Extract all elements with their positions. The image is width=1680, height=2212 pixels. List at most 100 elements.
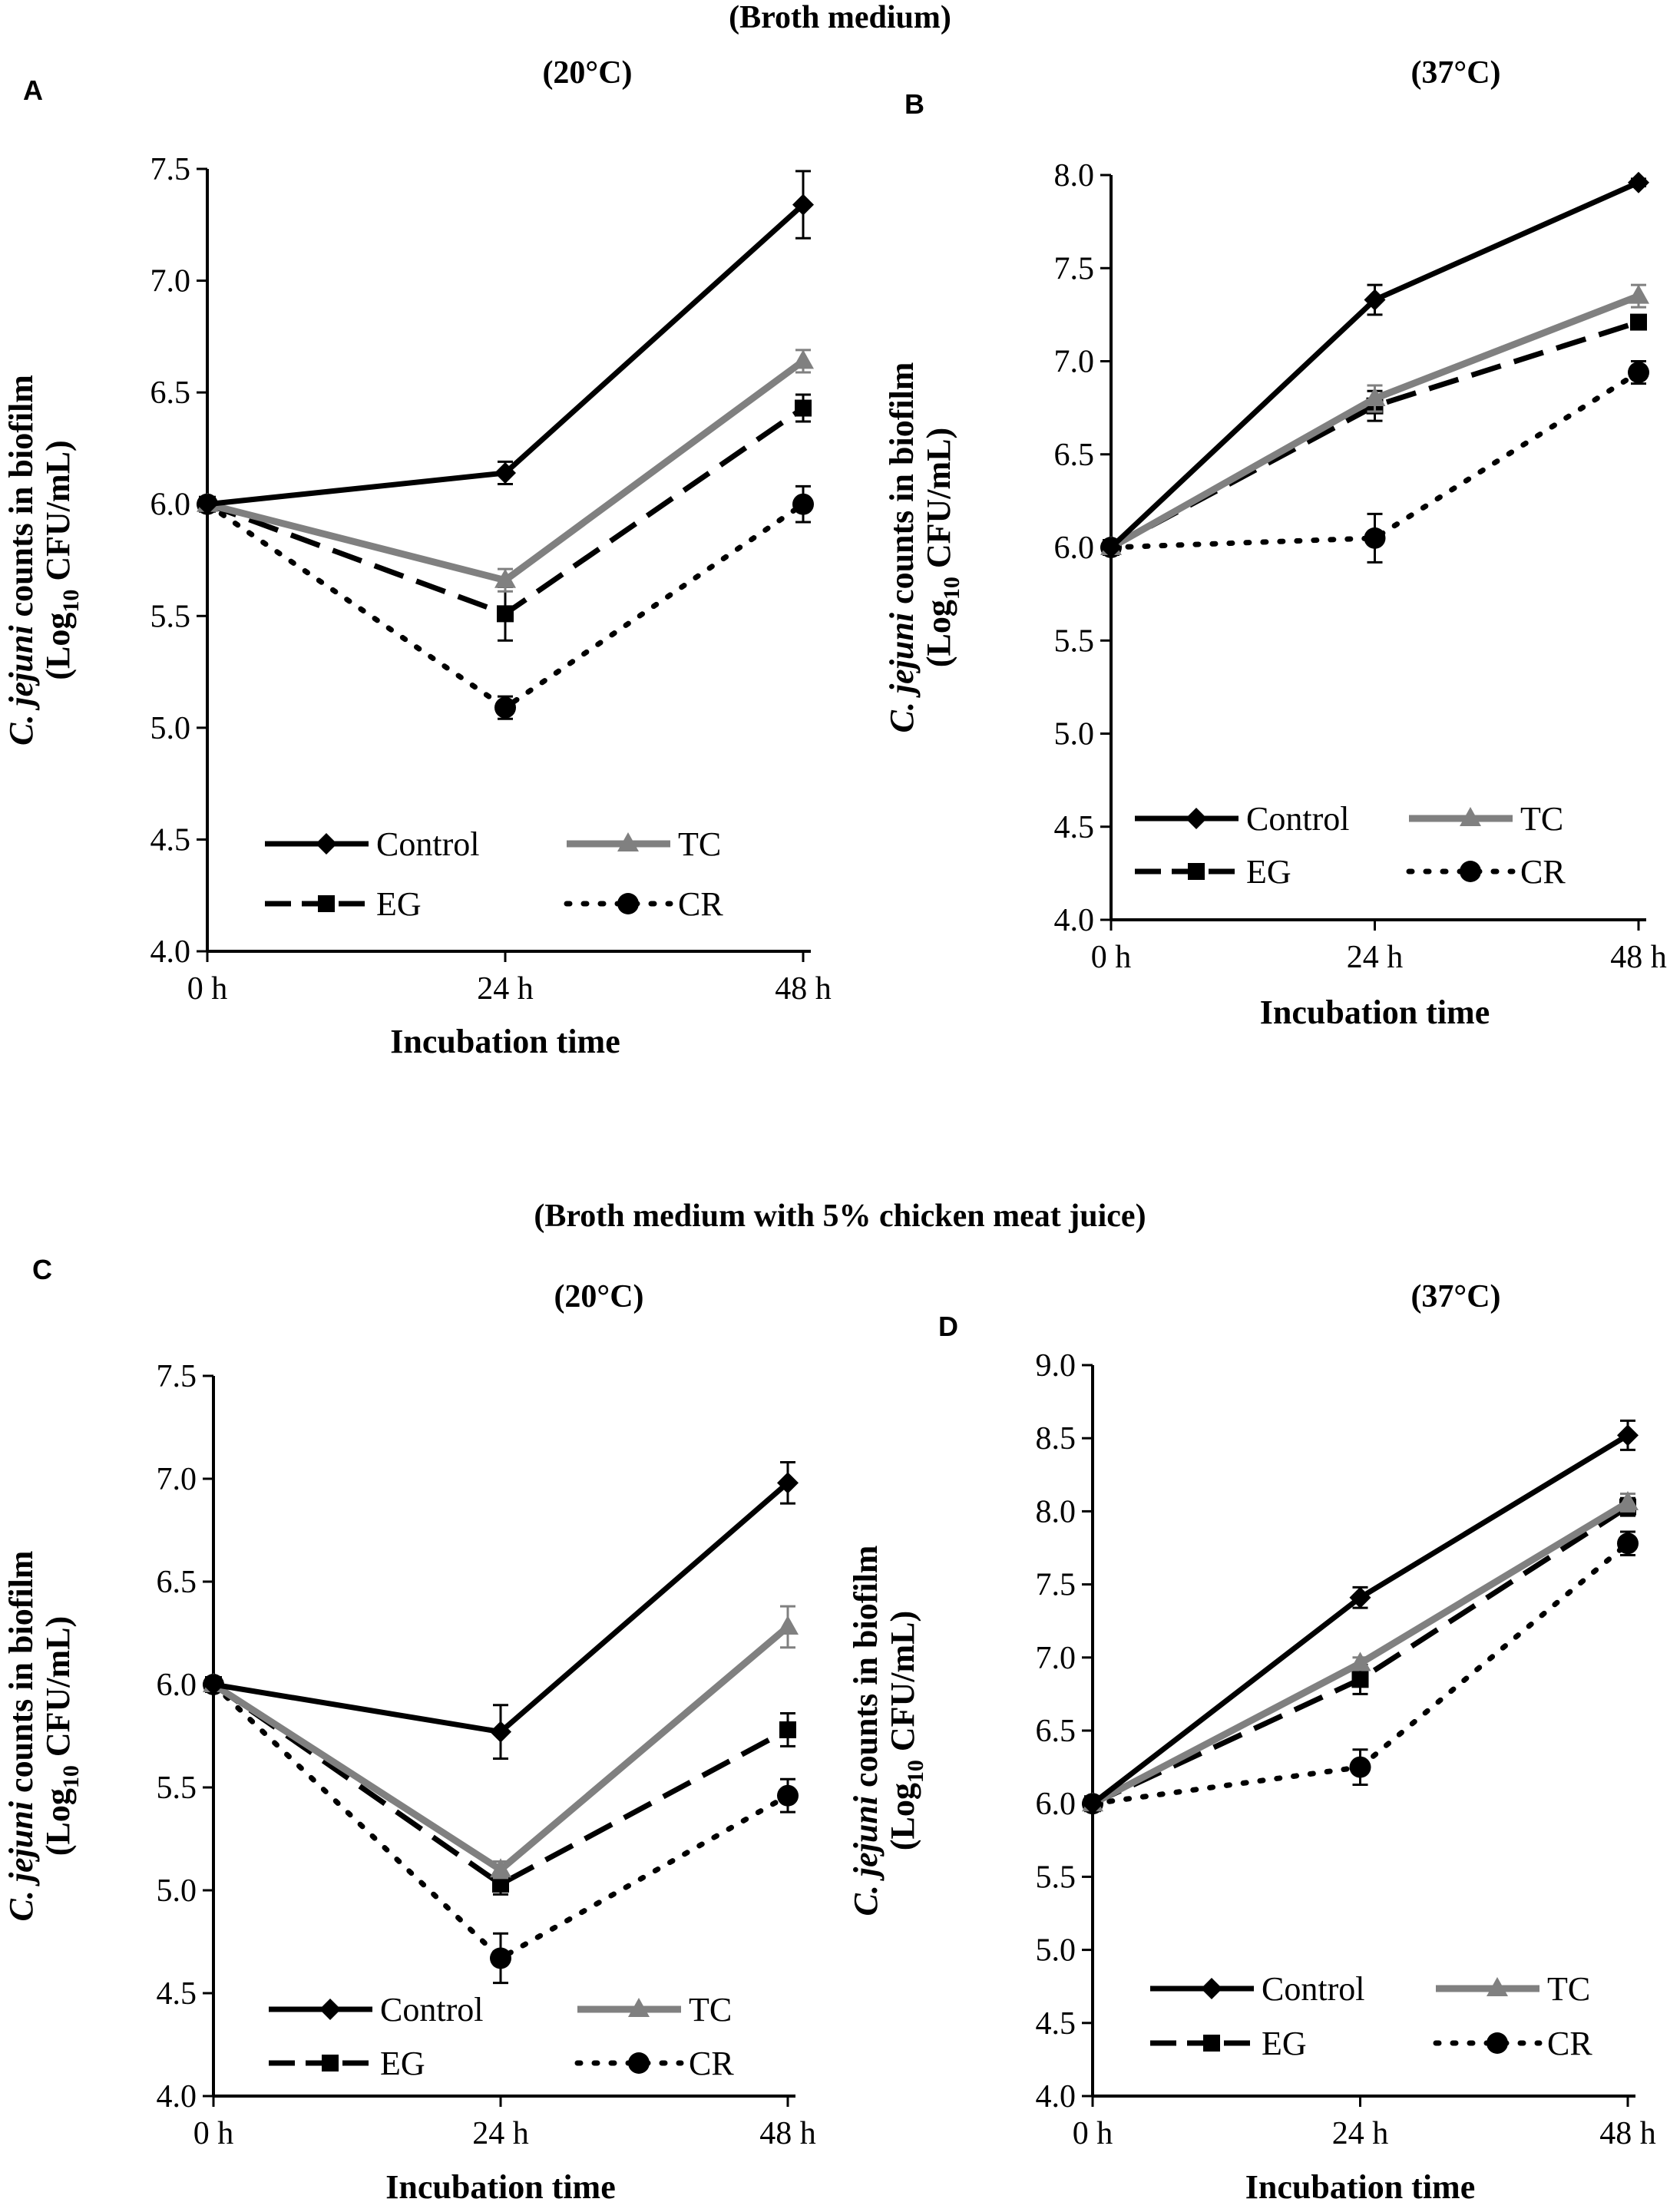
panel-a-y-tick-label: 4.5 [150,822,191,858]
panel-c-point-cr [777,1784,799,1807]
panel-b-legend-label-cr: CR [1520,853,1566,891]
panel-d-legend: Control TC EG CR [1150,1970,1592,2062]
panel-b-y-tick-label: 5.0 [1054,717,1095,752]
panel-a-point-cr [494,696,516,719]
panel-a-y-tick-label: 6.5 [150,375,191,411]
panel-a-x-axis-label: Incubation time [390,1023,620,1060]
panel-c-legend-marker-eg [322,2055,339,2071]
panel-d-point-tc [1617,1490,1639,1510]
panel-d-y-tick-label: 9.0 [1036,1348,1076,1384]
panel-a-legend-marker-tc [617,832,639,851]
panel-a-y-axis-label-line2: (Log10 CFU/mL) [39,440,84,679]
panel-a-legend-marker-eg [318,895,335,912]
panel-a-series-eg [199,393,812,642]
panel-b-point-eg [1630,313,1647,331]
panel-d-point-control [1349,1586,1371,1609]
panel-b-y-tick-label: 7.0 [1054,345,1095,380]
panel-a-point-tc [792,349,814,369]
panel-c-x-tick-label: 24 h [472,2116,529,2151]
panel-d-y-tick-label: 4.5 [1036,2006,1076,2042]
panel-d-y-tick-label: 6.0 [1036,1787,1076,1822]
panel-d-legend-label-control: Control [1262,1970,1364,2008]
panel-b-line-control [1109,180,1640,550]
panel-d-line-control [1090,1433,1629,1806]
panel-c-legend-marker-cr [628,2052,650,2074]
panel-a-x-tick-label: 48 h [775,971,832,1007]
section-title-top: (Broth medium) [729,0,951,35]
panel-d-legend-label-eg: EG [1262,2025,1307,2062]
panel-d-x-tick-label: 48 h [1599,2116,1656,2151]
section-title-bottom: (Broth medium with 5% chicken meat juice… [534,1199,1146,1234]
panel-c-point-tc [490,1858,511,1878]
panel-c-y-tick-label: 7.0 [157,1462,197,1497]
panel-d-point-cr [1617,1533,1639,1555]
panel-a-legend-label-cr: CR [678,885,723,923]
panel-a-point-eg [497,605,514,623]
panel-a-y-tick-label: 4.0 [150,934,191,970]
panel-a-series-control [197,170,814,515]
chart-panel-d: 4.0 4.5 5.0 5.5 6.0 6.5 7.0 7.5 8.0 8.5 9.0 0 h 24 h… [847,1348,1656,2206]
panel-c-legend: Control TC EG CR [269,1991,734,2082]
panel-d-y-tick-label: 8.0 [1036,1494,1076,1529]
panel-b-legend-label-eg: EG [1246,853,1291,891]
panel-b-point-control [1100,537,1122,558]
panel-d-legend-marker-cr [1487,2032,1508,2054]
panel-b-y-tick-label: 4.5 [1054,810,1095,845]
panel-b-y-tick-label: 6.0 [1054,531,1095,566]
panel-b-point-control [1628,171,1649,193]
panel-a-legend-marker-control [316,833,337,855]
panel-c-y-tick-label: 6.0 [157,1668,197,1703]
panel-c-point-control [203,1674,224,1695]
panel-b-legend: Control TC EG CR [1135,800,1566,891]
panel-a-y-tick-label: 5.0 [150,711,191,746]
panel-d-point-tc [1349,1652,1371,1671]
panel-d-point-control [1082,1793,1103,1815]
panel-c-point-cr [490,1947,511,1969]
panel-b-legend-label-control: Control [1246,800,1349,838]
panel-letter-c: C [32,1254,52,1285]
panel-a-y-axis-label-line1: C. jejuni counts in biofilm [2,375,40,746]
panel-d-y-tick-label: 8.5 [1036,1421,1076,1456]
panel-letter-a: A [23,74,43,106]
panel-a-y-tick-label: 7.0 [150,264,191,299]
panel-b-x-tick-label: 48 h [1610,940,1667,975]
panel-c-legend-label-eg: EG [380,2045,425,2082]
panel-c-legend-label-tc: TC [689,1991,732,2028]
panel-b-point-tc [1628,284,1649,304]
panel-c-subtitle: (20°C) [554,1279,643,1314]
panel-c-y-axis-label-line1: C. jejuni counts in biofilm [2,1551,40,1922]
panel-b-point-cr [1364,527,1386,549]
panel-b-y-axis-label-line2: (Log10 CFU/mL) [920,428,964,667]
panel-a-point-tc [494,568,516,588]
panel-d-y-tick-label: 6.5 [1036,1714,1076,1749]
panel-c-point-eg [779,1721,796,1738]
panel-a-point-control [494,461,516,484]
panel-a-y-tick-label: 5.5 [150,599,191,634]
panel-d-x-axis-label: Incubation time [1245,2168,1475,2206]
panel-c-legend-marker-control [319,1999,341,2020]
panel-c-line-eg [212,1682,789,1888]
panel-c-x-tick-label: 48 h [759,2116,816,2151]
panel-a-y-tick-label: 6.0 [150,488,191,523]
panel-b-y-axis-label-line1: C. jejuni counts in biofilm [883,362,921,733]
panel-d-legend-marker-control [1201,1978,1222,1999]
panel-c-y-tick-label: 5.5 [157,1771,197,1806]
panel-d-legend-label-tc: TC [1547,1970,1590,2008]
panel-a-legend-label-tc: TC [678,825,721,863]
panel-d-point-eg [1351,1671,1369,1688]
panel-c-point-control [490,1721,511,1743]
panel-b-legend-label-tc: TC [1520,800,1563,838]
panel-a-legend-marker-cr [617,893,639,914]
panel-a-point-control [792,193,814,216]
panel-a-line-control [207,202,805,508]
panel-c-series-control [203,1461,799,1760]
panel-c-y-tick-label: 4.0 [157,2079,197,2114]
panel-a-subtitle: (20°C) [542,55,632,91]
panel-b-x-axis-label: Incubation time [1260,994,1490,1031]
panel-a-line-cr [204,501,806,711]
panel-b-legend-marker-control [1186,808,1207,829]
panel-c-y-tick-label: 7.5 [157,1359,197,1394]
panel-b-series-cr [1100,360,1649,564]
panel-c-legend-label-cr: CR [689,2045,734,2082]
